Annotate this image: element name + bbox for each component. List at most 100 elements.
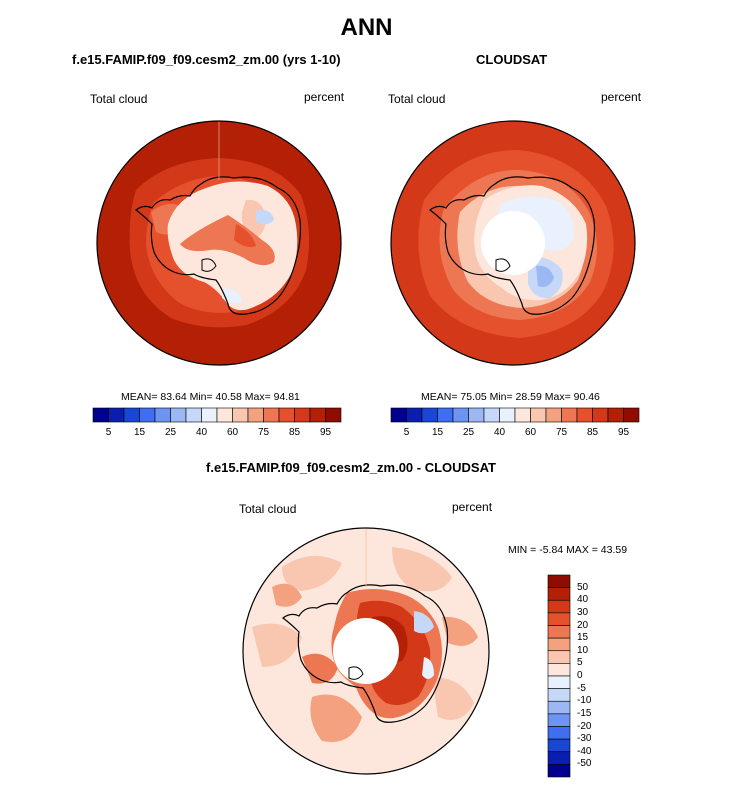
colorbar-swatch <box>406 407 423 423</box>
left-colorbar <box>92 407 342 423</box>
field-interior-negative <box>414 611 434 634</box>
right-colorbar <box>390 407 640 423</box>
colorbar-swatch <box>170 407 187 423</box>
missing-data-hole <box>481 211 545 275</box>
colorbar-tick-label: 40 <box>577 594 589 606</box>
colorbar-swatch <box>309 407 326 423</box>
colorbar-swatch <box>92 407 109 423</box>
colorbar-swatch <box>154 407 171 423</box>
colorbar-swatch <box>483 407 500 423</box>
colorbar-swatch <box>607 407 624 423</box>
left-stats-text: MEAN= 83.64 Min= 40.58 Max= 94.81 <box>121 391 300 403</box>
colorbar-swatch <box>547 688 571 702</box>
colorbar-tick-label: 0 <box>577 670 583 681</box>
colorbar-tick-label: -10 <box>577 695 592 707</box>
colorbar-swatch <box>247 407 264 423</box>
colorbar-swatch <box>592 407 609 423</box>
colorbar-tick-label: -30 <box>577 733 592 745</box>
field-patch-2 <box>392 547 452 592</box>
colorbar-tick-label: 5 <box>577 657 583 669</box>
colorbar-tick-label: 85 <box>586 427 599 438</box>
colorbar-swatch <box>514 407 531 423</box>
right-units-label: percent <box>601 90 642 104</box>
colorbar-tick-label: 60 <box>226 427 239 438</box>
bottom-coastline <box>281 584 449 723</box>
colorbar-tick-label: -50 <box>577 758 592 770</box>
colorbar-swatch <box>545 407 562 423</box>
field-patch-6 <box>302 653 338 684</box>
colorbar-swatch <box>421 407 438 423</box>
field-interior-min <box>256 209 274 225</box>
field-patch-5 <box>432 677 474 720</box>
bottom-polar-map <box>242 527 490 775</box>
colorbar-tick-label: -5 <box>577 682 586 694</box>
colorbar-swatch <box>437 407 454 423</box>
field-patch-1 <box>282 555 342 591</box>
colorbar-tick-label: 60 <box>524 427 537 438</box>
bottom-map-border <box>242 527 490 775</box>
colorbar-swatch <box>468 407 485 423</box>
left-coastline <box>134 176 302 315</box>
colorbar-swatch <box>547 599 571 614</box>
field-interior-min <box>536 265 554 287</box>
panel-bottom-title: f.e15.FAMIP.f09_f09.cesm2_zm.00 - CLOUDS… <box>206 460 496 475</box>
field-patch-7 <box>272 583 302 607</box>
figure-title: ANN <box>340 14 393 41</box>
bottom-units-label: percent <box>452 500 493 514</box>
colorbar-swatch <box>185 407 202 423</box>
colorbar-swatch <box>499 407 516 423</box>
field-interior-min2 <box>222 288 242 304</box>
colorbar-swatch <box>547 625 571 639</box>
colorbar-swatch <box>547 738 571 753</box>
colorbar-tick-label: 40 <box>493 427 506 438</box>
colorbar-swatch <box>547 764 571 778</box>
colorbar-swatch <box>530 407 547 423</box>
colorbar-tick-label: -15 <box>577 707 592 719</box>
colorbar-tick-label: 5 <box>105 427 112 438</box>
colorbar-tick-label: 15 <box>577 632 589 644</box>
colorbar-swatch <box>547 751 571 765</box>
colorbar-swatch <box>576 407 593 423</box>
colorbar-swatch <box>294 407 311 423</box>
colorbar-tick-label: 95 <box>617 427 630 438</box>
colorbar-swatch <box>547 713 571 727</box>
bottom-stats-text: MIN = -5.84 MAX = 43.59 <box>508 544 628 556</box>
colorbar-swatch <box>216 407 233 423</box>
colorbar-swatch <box>201 407 218 423</box>
left-map-border <box>96 120 342 366</box>
field-interior-patch <box>241 199 266 238</box>
colorbar-tick-label: 40 <box>195 427 208 438</box>
bottom-variable-label: Total cloud <box>239 502 297 516</box>
missing-data-hole <box>333 618 399 684</box>
field-patch-8 <box>442 616 478 646</box>
colorbar-swatch <box>547 726 571 740</box>
panel-left-title: f.e15.FAMIP.f09_f09.cesm2_zm.00 (yrs 1-1… <box>72 52 341 67</box>
right-ice-shelf <box>495 258 511 272</box>
right-stats-text: MEAN= 75.05 Min= 28.59 Max= 90.46 <box>421 391 600 403</box>
field-patch-4 <box>310 694 362 742</box>
colorbar-tick-label: 20 <box>577 619 589 631</box>
colorbar-swatch <box>278 407 295 423</box>
colorbar-swatch <box>139 407 156 423</box>
colorbar-tick-label: 50 <box>577 581 589 593</box>
colorbar-tick-label: 10 <box>577 644 589 656</box>
colorbar-tick-label: 15 <box>431 427 444 438</box>
colorbar-swatch <box>547 612 571 626</box>
field-interior-core <box>234 224 256 248</box>
field-patch-3 <box>252 623 302 667</box>
field-interior-negative2 <box>422 657 434 679</box>
colorbar-tick-label: 5 <box>403 427 410 438</box>
colorbar-swatch <box>232 407 249 423</box>
left-variable-label: Total cloud <box>90 92 148 106</box>
colorbar-swatch <box>547 637 571 652</box>
colorbar-tick-label: 30 <box>577 606 589 618</box>
colorbar-tick-label: 75 <box>257 427 270 438</box>
colorbar-tick-label: 15 <box>133 427 146 438</box>
colorbar-tick-label: 25 <box>164 427 177 438</box>
right-map-border <box>390 120 636 366</box>
right-polar-map <box>390 120 636 366</box>
colorbar-tick-label: 85 <box>288 427 301 438</box>
colorbar-swatch <box>547 663 571 677</box>
colorbar-swatch <box>547 650 571 664</box>
colorbar-swatch <box>623 407 640 423</box>
